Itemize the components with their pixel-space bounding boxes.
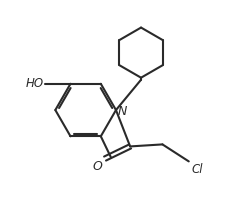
Text: Cl: Cl <box>191 163 203 176</box>
Text: HO: HO <box>26 77 44 90</box>
Text: O: O <box>93 160 103 173</box>
Text: N: N <box>118 105 127 118</box>
